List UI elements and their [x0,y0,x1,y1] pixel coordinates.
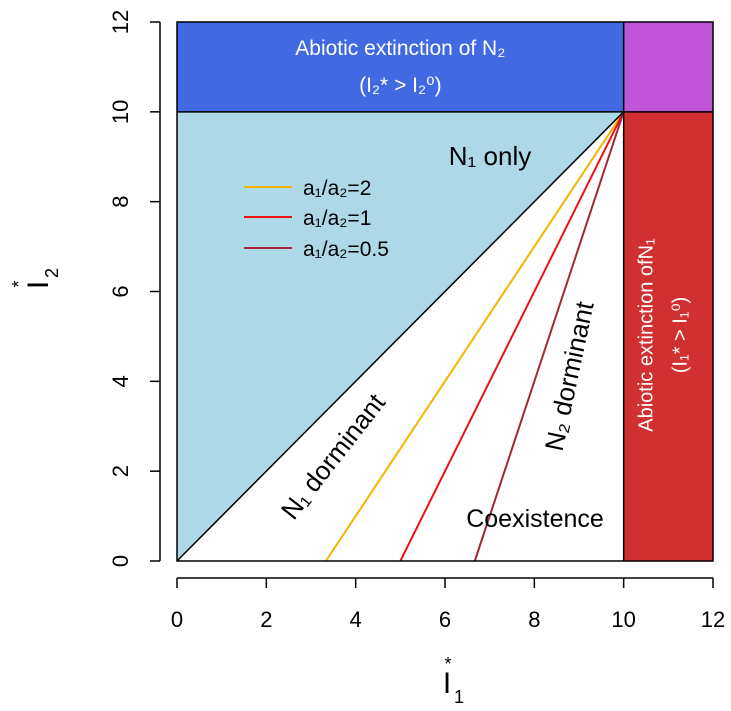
x-tick-label: 2 [260,607,272,632]
svg-text:I: I [443,667,451,700]
series-line-2 [399,111,625,562]
abiotic-n2-sublabel: (I₂* > I₂⁰) [359,74,441,97]
x-tick-label: 4 [350,607,362,632]
abiotic-n2-label: Abiotic extinction of N₂ [295,37,505,60]
y-axis-title: I * 2 [9,268,62,289]
n2-dominant-label: N₂ dorminant [539,298,600,453]
svg-text:2: 2 [42,268,62,278]
coexistence-label: Coexistence [466,505,604,533]
y-tick-label: 2 [108,465,133,477]
n1-only-label: N₁ only [449,141,531,171]
plot-frame [176,21,714,562]
legend: a₁/a₂=2 a₁/a₂=1 a₁/a₂=0.5 [244,177,389,261]
y-tick-label: 4 [108,375,133,387]
both-extinct-region [623,22,713,112]
region-outlines [176,21,714,562]
legend-label-1: a₁/a₂=2 [303,177,371,200]
x-axis-title: I * 1 [443,654,464,707]
svg-text:I: I [22,281,55,289]
svg-text:1: 1 [454,687,464,707]
y-tick-label: 12 [108,10,133,34]
x-tick-label: 8 [528,607,540,632]
abiotic-n1-label: Abiotic extinction ofN₁ [635,238,657,432]
svg-text:*: * [9,280,29,287]
abiotic-n1-region [623,111,713,561]
series-line-3 [473,111,625,562]
legend-label-3: a₁/a₂=0.5 [303,238,389,261]
svg-text:*: * [444,654,451,674]
x-axis: 0 2 4 6 8 10 12 [171,577,725,632]
x-tick-label: 10 [611,607,635,632]
abiotic-n2-region [177,22,624,112]
diagonal-boundary-line [176,111,625,562]
abiotic-n1-sublabel: (I₁* > I₁⁰) [669,297,691,374]
y-tick-label: 8 [108,196,133,208]
x-tick-label: 0 [171,607,183,632]
series-line-1 [325,111,625,562]
series-lines [325,111,625,562]
y-axis: 0 2 4 6 8 10 12 [108,10,161,567]
legend-label-2: a₁/a₂=1 [303,207,371,230]
x-tick-label: 6 [439,607,451,632]
y-tick-label: 0 [108,555,133,567]
y-tick-label: 10 [108,100,133,124]
y-tick-label: 6 [108,285,133,297]
x-tick-label: 12 [701,607,725,632]
